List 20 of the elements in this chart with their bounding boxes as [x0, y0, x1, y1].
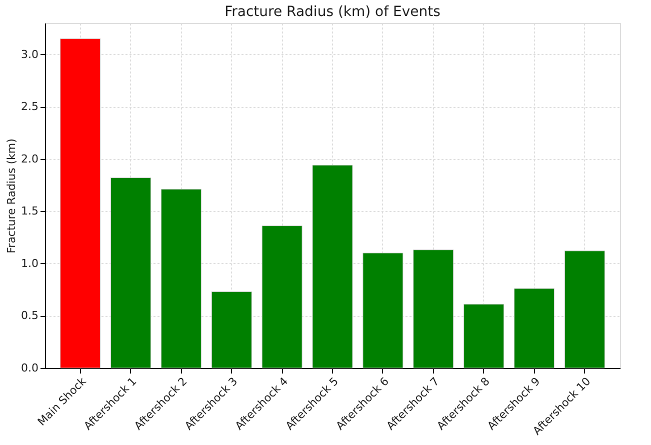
- y-tick-label: 2.0: [21, 152, 38, 166]
- bar: [413, 250, 454, 368]
- bar: [110, 177, 151, 368]
- bar: [362, 252, 404, 368]
- y-tick-label: 2.5: [21, 100, 38, 114]
- bar: [60, 38, 101, 368]
- bar: [514, 288, 555, 368]
- chart-title: Fracture Radius (km) of Events: [224, 4, 440, 20]
- bar: [564, 250, 605, 368]
- bar: [211, 291, 252, 368]
- y-tick-label: 1.5: [21, 204, 38, 218]
- bar: [464, 304, 504, 368]
- y-tick-label: 0.5: [21, 309, 38, 322]
- y-tick-label: 0.0: [21, 362, 38, 374]
- bar: [160, 188, 202, 368]
- y-tick-label: 1.0: [21, 256, 38, 270]
- bar: [262, 226, 302, 368]
- bar: [312, 164, 353, 368]
- y-axis-title: Fracture Radius (km): [5, 138, 18, 254]
- y-tick-label: 3.0: [21, 48, 38, 61]
